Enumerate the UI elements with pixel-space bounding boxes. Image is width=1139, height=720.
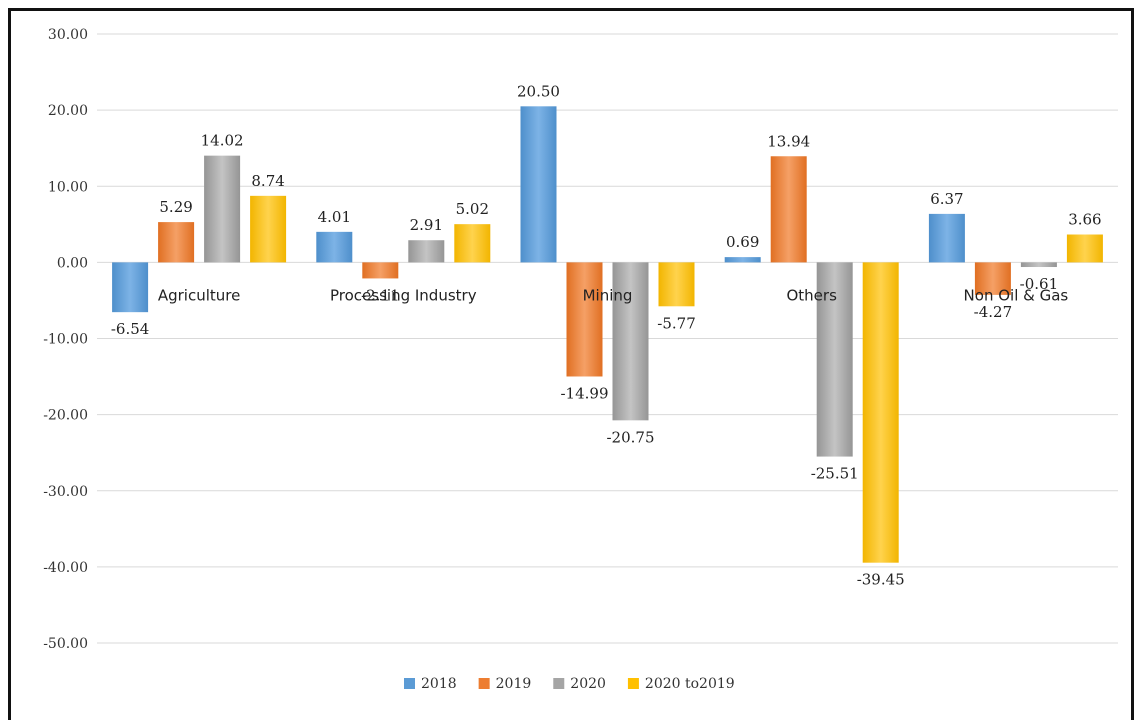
bars	[112, 106, 1103, 563]
category-label: Mining	[583, 286, 633, 304]
y-tick-label: -40.00	[43, 560, 88, 576]
data-label: 5.02	[456, 200, 489, 218]
bar-2018	[928, 213, 965, 263]
y-tick-label: -10.00	[43, 332, 88, 348]
legend-swatch	[627, 678, 639, 689]
data-label: -25.51	[811, 465, 859, 483]
data-label: 3.66	[1068, 211, 1101, 229]
data-label: 8.74	[251, 172, 284, 190]
bar-2020	[204, 155, 241, 263]
data-label: -0.61	[1020, 275, 1058, 293]
bar-2020-to2019	[862, 262, 899, 563]
data-label: -4.27	[974, 303, 1012, 321]
y-tick-label: 20.00	[48, 103, 88, 119]
data-label: 6.37	[930, 190, 963, 208]
legend-swatch	[478, 678, 490, 689]
data-label: 4.01	[318, 208, 351, 226]
category-label: Others	[786, 286, 837, 304]
legend-entry: 2019	[496, 676, 532, 692]
y-tick-label: -30.00	[43, 484, 88, 500]
bar-2018	[112, 262, 149, 313]
bar-2020	[612, 262, 649, 421]
y-tick-label: -50.00	[43, 636, 88, 652]
y-tick-label: 0.00	[57, 255, 88, 271]
legend-entry: 2018	[421, 676, 457, 692]
data-label: -2.11	[361, 286, 399, 304]
legend-swatch	[553, 678, 565, 689]
bar-2019	[974, 262, 1011, 295]
y-tick-label: 30.00	[48, 27, 88, 43]
data-label: -5.77	[657, 314, 695, 332]
bar-2018	[724, 257, 761, 263]
data-label: -20.75	[606, 428, 654, 446]
data-label: 2.91	[410, 216, 443, 234]
bar-2018	[520, 106, 557, 263]
bar-2020-to2019	[454, 224, 491, 263]
category-label: Processing Industry	[330, 286, 477, 304]
data-label: -6.54	[111, 320, 149, 338]
legend: 2018 2019 2020 2020 to2019	[404, 676, 735, 692]
data-label: 14.02	[201, 132, 244, 150]
legend-entry: 2020 to2019	[645, 676, 735, 692]
data-label: -14.99	[560, 384, 608, 402]
bar-2020	[408, 240, 445, 263]
bar-2019	[770, 156, 807, 263]
y-tick-label: -20.00	[43, 408, 88, 424]
data-label: 5.29	[159, 198, 192, 216]
bar-2020	[1020, 262, 1057, 268]
y-tick-label: 10.00	[48, 179, 88, 195]
data-label: 0.69	[726, 233, 759, 251]
cropped-caption-strip	[0, 0, 1139, 8]
bar-2020-to2019	[250, 195, 287, 263]
data-labels: -6.54 4.01 20.50 0.69 6.37 5.29 -2.11 -14.99 13.…	[111, 82, 1102, 588]
data-label: 20.50	[517, 82, 560, 100]
category-labels: Agriculture Processing Industry Mining Othe…	[158, 286, 1069, 304]
bar-2018	[316, 231, 353, 263]
category-label: Non Oil & Gas	[964, 286, 1069, 304]
bar-2020-to2019	[658, 262, 695, 307]
category-label: Agriculture	[158, 286, 241, 304]
bar-2020-to2019	[1066, 234, 1103, 263]
data-label: 13.94	[767, 132, 810, 150]
bar-2019	[362, 262, 399, 279]
bar-2019	[158, 222, 195, 263]
legend-swatch	[404, 678, 415, 689]
bar-2019	[566, 262, 603, 377]
gridlines	[97, 33, 1118, 644]
bar-2020	[816, 262, 853, 457]
y-axis-tick-labels: 30.00 20.00 10.00 0.00 -10.00 -20.00 -30.00 -40…	[43, 27, 88, 652]
legend-entry: 2020	[570, 676, 606, 692]
data-label: -39.45	[857, 571, 905, 589]
